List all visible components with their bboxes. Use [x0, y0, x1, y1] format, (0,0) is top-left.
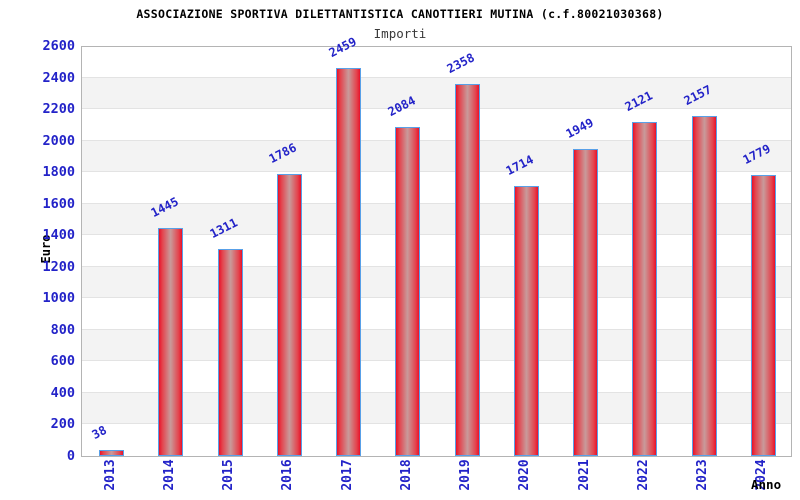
y-tick-label: 1000	[42, 290, 75, 307]
plot-area	[81, 46, 792, 457]
gridline	[82, 391, 791, 393]
bar-2021	[573, 148, 599, 456]
bar-2016	[276, 174, 302, 456]
x-tick-label: 2019	[458, 459, 474, 491]
gridline	[82, 171, 791, 173]
bar-2014	[158, 228, 184, 456]
x-tick-label: 2014	[161, 459, 177, 491]
grid-band	[82, 77, 791, 110]
x-tick-label: 2018	[398, 459, 414, 491]
gridline	[82, 328, 791, 330]
y-tick-label: 1800	[42, 164, 75, 181]
chart-title: ASSOCIAZIONE SPORTIVA DILETTANTISTICA CA…	[136, 7, 664, 21]
gridline	[82, 234, 791, 236]
x-tick-label: 2017	[339, 459, 355, 491]
y-tick-label: 1400	[42, 227, 75, 244]
bar-2015	[217, 249, 243, 456]
gridline	[82, 297, 791, 299]
bar-2019	[454, 84, 480, 456]
x-tick-label: 2016	[280, 459, 296, 491]
gridline	[82, 139, 791, 141]
x-tick-label: 2013	[102, 459, 118, 491]
grid-band	[82, 392, 791, 425]
x-tick-label: 2015	[221, 459, 237, 491]
grid-band	[82, 266, 791, 299]
chart-subtitle: Importi	[373, 26, 427, 41]
x-tick-label: 2021	[576, 459, 592, 491]
grid-band	[82, 203, 791, 236]
gridline	[82, 202, 791, 204]
y-tick-label: 400	[50, 384, 75, 401]
x-tick-label: 2023	[695, 459, 711, 491]
bar-2023	[691, 115, 717, 456]
bar-2018	[395, 127, 421, 456]
y-tick-label: 2600	[42, 38, 75, 54]
bar-2013	[99, 450, 125, 456]
gridline	[82, 76, 791, 78]
gridline	[82, 423, 791, 425]
bar-2024	[750, 175, 776, 456]
gridline	[82, 265, 791, 267]
grid-band	[82, 329, 791, 362]
y-tick-label: 1200	[42, 258, 75, 275]
x-axis-title: Anno	[751, 477, 782, 492]
x-tick-label: 2020	[517, 459, 533, 491]
grid-band	[82, 140, 791, 173]
x-tick-label: 2022	[635, 459, 651, 491]
gridline	[82, 108, 791, 110]
y-tick-label: 200	[50, 416, 75, 433]
y-tick-label: 0	[66, 448, 75, 464]
y-tick-label: 2200	[42, 101, 75, 118]
y-tick-label: 2000	[42, 132, 75, 149]
y-tick-label: 2400	[42, 69, 75, 86]
bar-2017	[336, 68, 362, 456]
gridline	[82, 360, 791, 362]
bar-2022	[632, 121, 658, 456]
bar-2020	[513, 185, 539, 456]
y-tick-label: 800	[50, 321, 75, 338]
y-tick-label: 600	[50, 353, 75, 370]
y-tick-label: 1600	[42, 195, 75, 212]
